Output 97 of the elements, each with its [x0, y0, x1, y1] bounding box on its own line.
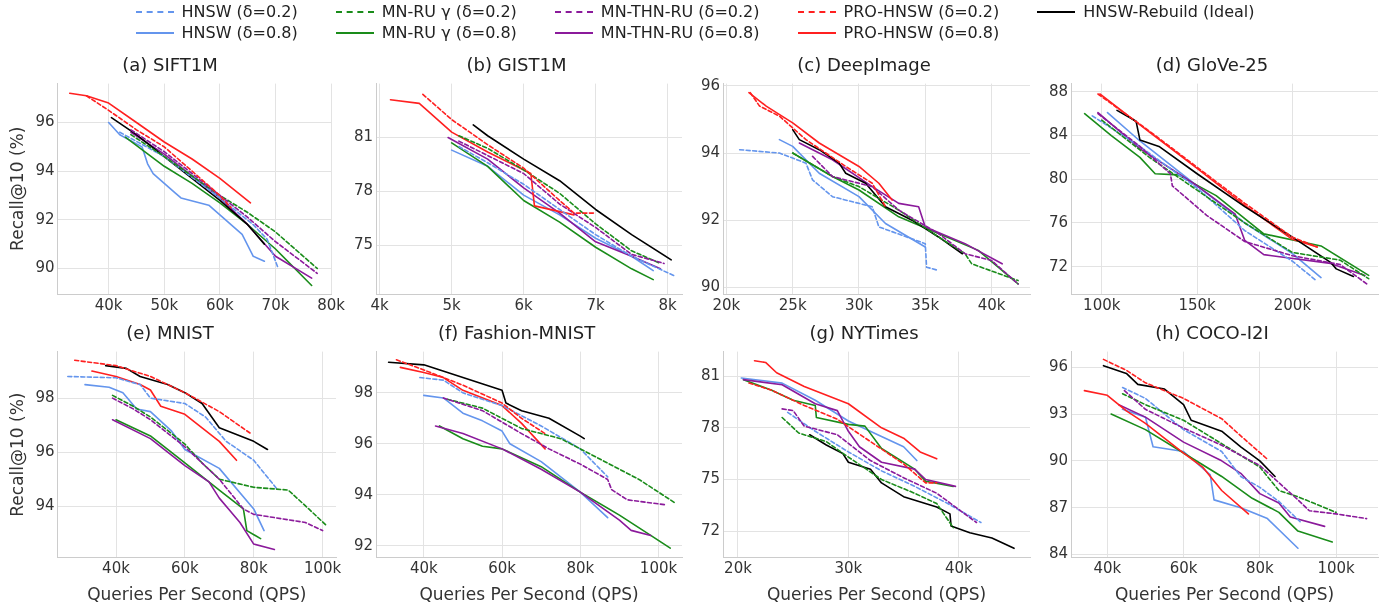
x-tick-label: 100k [1317, 559, 1356, 578]
x-tick-label: 20k [712, 295, 741, 314]
line-series [1123, 389, 1368, 520]
x-tick-label: 80k [1245, 559, 1275, 578]
y-tick-label: 94 [35, 496, 55, 515]
y-tick-label: 96 [35, 112, 55, 131]
chart-title: (g) NYTimes [809, 322, 919, 344]
x-tick-label: 5k [442, 295, 462, 314]
y-tick-label: 92 [35, 209, 55, 228]
x-tick-label: 200k [1273, 295, 1312, 314]
legend-label: PRO-HNSW (δ=0.8) [843, 23, 1000, 42]
y-tick-label: 72 [1048, 256, 1069, 275]
x-axis-title: Queries Per Second (QPS) [419, 584, 639, 605]
x-tick-label: 30k [845, 295, 874, 314]
legend-label: MN-RU γ (δ=0.8) [381, 23, 517, 42]
x-tick-label: 80k [566, 559, 595, 578]
y-tick-label: 81 [353, 127, 374, 146]
chart-title: (a) SIFT1M [122, 54, 218, 76]
x-tick-label: 100k [303, 559, 342, 578]
y-tick-label: 94 [35, 161, 55, 180]
chart-title: (e) MNIST [126, 322, 215, 344]
x-axis-title: Queries Per Second (QPS) [87, 584, 307, 605]
line-series [1121, 392, 1337, 514]
line-series [781, 416, 955, 529]
x-tick-label: 40k [977, 295, 1006, 314]
x-tick-label: 30k [834, 559, 863, 578]
x-tick-label: 60k [488, 559, 517, 578]
legend-label: MN-THN-RU (δ=0.2) [600, 2, 760, 21]
x-tick-label: 40k [94, 295, 123, 314]
x-tick-label: 60k [170, 559, 200, 578]
x-axis-title: Queries Per Second (QPS) [1114, 584, 1335, 605]
y-tick-label: 96 [1048, 357, 1069, 376]
legend-label: MN-THN-RU (δ=0.8) [600, 23, 760, 42]
y-tick-label: 80 [1048, 169, 1069, 188]
line-series [1102, 358, 1269, 461]
x-tick-label: 6k [514, 295, 534, 314]
y-tick-label: 72 [700, 520, 721, 539]
x-tick-label: 40k [409, 559, 439, 578]
legend-label: HNSW (δ=0.2) [181, 2, 298, 21]
x-tick-label: 40k [944, 559, 973, 578]
x-tick-label: 80k [239, 559, 268, 578]
y-tick-label: 75 [353, 235, 374, 254]
line-series [748, 382, 938, 484]
chart-title: (d) GloVe-25 [1155, 54, 1269, 76]
line-series [67, 375, 279, 491]
y-tick-label: 92 [353, 535, 374, 554]
y-tick-label: 96 [35, 442, 55, 461]
y-tick-label: 76 [1048, 212, 1069, 231]
x-tick-label: 80k [317, 295, 346, 314]
x-tick-label: 100k [639, 559, 678, 578]
y-tick-label: 88 [1048, 81, 1069, 100]
x-tick-label: 40k [1093, 559, 1122, 578]
y-tick-label: 90 [700, 277, 721, 296]
y-axis-title: Recall@10 (%) [6, 392, 27, 517]
legend-label: HNSW-Rebuild (Ideal) [1083, 2, 1255, 21]
chart-title: (h) COCO-I2I [1155, 322, 1269, 344]
y-tick-label: 93 [1048, 403, 1069, 422]
x-tick-label: 100k [1083, 295, 1121, 314]
y-tick-label: 78 [353, 181, 374, 200]
y-tick-label: 90 [35, 258, 55, 277]
y-tick-label: 90 [1048, 450, 1069, 469]
line-series [419, 376, 609, 478]
y-tick-label: 98 [353, 382, 374, 401]
chart-title: (b) GIST1M [466, 54, 567, 76]
x-tick-label: 25k [778, 295, 807, 314]
y-tick-label: 81 [700, 366, 721, 385]
x-axis-title: Queries Per Second (QPS) [766, 584, 987, 605]
y-tick-label: 94 [353, 484, 374, 503]
y-tick-label: 87 [1048, 497, 1069, 516]
x-tick-label: 7k [586, 295, 606, 314]
y-axis-title: Recall@10 (%) [6, 126, 27, 251]
chart-title: (c) DeepImage [797, 54, 931, 76]
x-tick-label: 150k [1178, 295, 1217, 314]
x-tick-label: 60k [1169, 559, 1198, 578]
y-tick-label: 96 [353, 433, 374, 452]
x-tick-label: 4k [370, 295, 390, 314]
y-tick-label: 75 [700, 469, 721, 488]
x-tick-label: 8k [658, 295, 678, 314]
y-tick-label: 92 [700, 210, 721, 229]
x-tick-label: 35k [911, 295, 940, 314]
legend-label: HNSW (δ=0.8) [181, 23, 298, 42]
y-tick-label: 96 [700, 75, 721, 94]
y-tick-label: 78 [700, 417, 721, 436]
x-tick-label: 60k [205, 295, 235, 314]
x-tick-label: 70k [261, 295, 290, 314]
line-series [1121, 386, 1303, 525]
x-tick-label: 50k [150, 295, 179, 314]
x-tick-label: 20k [724, 559, 753, 578]
legend-label: MN-RU γ (δ=0.2) [381, 2, 517, 21]
x-tick-label: 40k [102, 559, 131, 578]
y-tick-label: 94 [700, 142, 721, 161]
legend-label: PRO-HNSW (δ=0.2) [843, 2, 1000, 21]
y-tick-label: 84 [1048, 125, 1069, 144]
y-tick-label: 98 [35, 387, 55, 406]
line-series [73, 359, 252, 435]
y-tick-label: 84 [1048, 544, 1069, 563]
chart-title: (f) Fashion-MNIST [437, 322, 597, 344]
